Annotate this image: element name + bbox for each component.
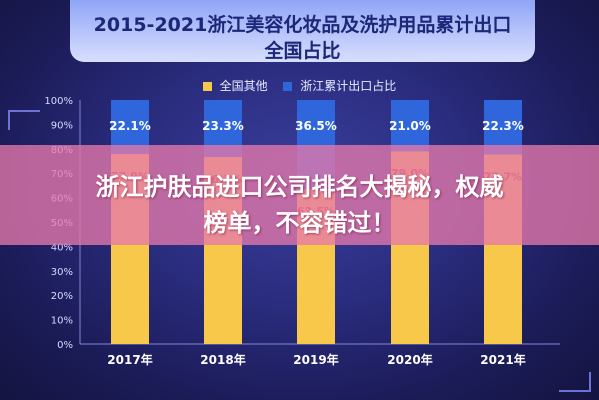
bar-zhejiang-2017年	[111, 100, 149, 154]
overlay-text-line-1: 浙江护肤品进口公司排名大揭秘，权威	[95, 173, 504, 201]
legend-item-zhejiang: 浙江累计出口占比	[283, 77, 396, 94]
legend-swatch-other	[202, 82, 212, 91]
data-label-zhejiang: 36.5%	[295, 119, 337, 133]
y-tick-label: 40%	[51, 242, 73, 253]
data-label-zhejiang: 21.0%	[389, 119, 431, 133]
y-tick-label: 0%	[57, 340, 73, 351]
chart-title-line-2: 全国占比	[264, 40, 341, 62]
y-tick-label: 100%	[44, 96, 73, 107]
y-tick-label: 10%	[51, 316, 73, 327]
y-tick-label: 20%	[51, 291, 73, 302]
legend-label-other: 全国其他	[219, 79, 268, 93]
decor-corner-bottom-right	[559, 372, 591, 392]
x-tick-label: 2021年	[480, 352, 525, 367]
decor-corner-top-left	[8, 110, 40, 130]
x-tick-label: 2020年	[387, 352, 432, 367]
chart-title-box: 2015-2021浙江美容化妆品及洗护用品累计出口 全国占比	[70, 0, 535, 62]
x-tick-label: 2018年	[200, 352, 245, 367]
x-tick-label: 2019年	[293, 352, 338, 367]
data-label-zhejiang: 22.3%	[482, 119, 524, 133]
overlay-text-line-2: 榜单，不容错过！	[203, 209, 396, 237]
x-tick-label: 2017年	[107, 352, 152, 367]
legend-item-other: 全国其他	[202, 77, 268, 94]
y-tick-label: 30%	[51, 267, 73, 278]
legend-label-zhejiang: 浙江累计出口占比	[300, 79, 397, 93]
data-label-zhejiang: 23.3%	[202, 119, 244, 133]
overlay-banner: 浙江护肤品进口公司排名大揭秘，权威 榜单，不容错过！	[0, 145, 599, 245]
bar-zhejiang-2020年	[391, 100, 429, 152]
y-tick-label: 90%	[51, 120, 73, 131]
data-label-zhejiang: 22.1%	[109, 119, 151, 133]
chart-legend: 全国其他 浙江累计出口占比	[0, 77, 599, 94]
chart-title-line-1: 2015-2021浙江美容化妆品及洗护用品累计出口	[93, 14, 512, 36]
legend-swatch-zhejiang	[283, 82, 293, 91]
